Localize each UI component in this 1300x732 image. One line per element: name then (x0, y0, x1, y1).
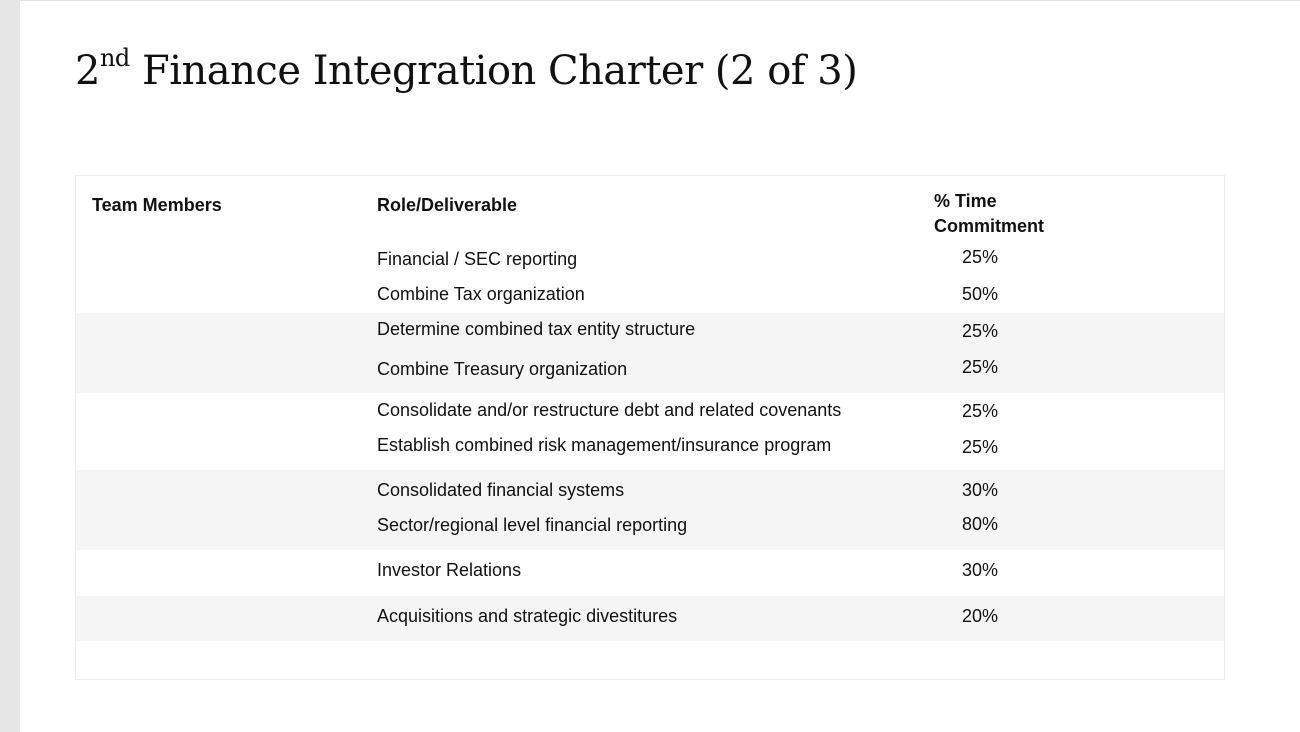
time-cell: 20% (961, 606, 999, 626)
title-superscript: nd (99, 44, 130, 72)
slide-title: 2nd Finance Integration Charter (2 of 3) (75, 46, 858, 94)
time-cell: 50% (961, 284, 999, 304)
time-cell: 25% (961, 321, 999, 341)
row-band (76, 313, 1224, 393)
time-cell: 80% (961, 514, 999, 534)
role-cell: Combine Treasury organization (377, 359, 628, 379)
role-cell: Combine Tax organization (377, 284, 585, 304)
header-role-deliverable: Role/Deliverable (377, 195, 518, 215)
title-rest: Finance Integration Charter (2 of 3) (129, 48, 858, 94)
time-cell: 30% (961, 480, 999, 500)
left-edge-strip (0, 0, 20, 732)
role-cell: Determine combined tax entity structure (377, 319, 696, 339)
time-cell: 25% (961, 247, 999, 267)
top-border (20, 0, 1300, 1)
time-cell: 30% (961, 560, 999, 580)
role-cell: Investor Relations (377, 560, 522, 580)
role-cell: Sector/regional level financial reportin… (377, 515, 688, 535)
header-team-members: Team Members (92, 195, 222, 215)
charter-table: Team Members Role/Deliverable % Time Com… (75, 175, 1225, 680)
row-band (76, 470, 1224, 550)
time-cell: 25% (961, 437, 999, 457)
header-time-commitment-line2: Commitment (934, 216, 1045, 236)
header-time-commitment-line1: % Time (934, 191, 997, 211)
role-cell: Financial / SEC reporting (377, 249, 578, 269)
role-cell: Consolidated financial systems (377, 480, 625, 500)
role-cell: Establish combined risk management/insur… (377, 435, 832, 455)
role-cell: Acquisitions and strategic divestitures (377, 606, 678, 626)
role-cell: Consolidate and/or restructure debt and … (377, 400, 842, 420)
row-band (76, 596, 1224, 641)
time-cell: 25% (961, 401, 999, 421)
time-cell: 25% (961, 357, 999, 377)
title-prefix: 2 (75, 48, 100, 94)
